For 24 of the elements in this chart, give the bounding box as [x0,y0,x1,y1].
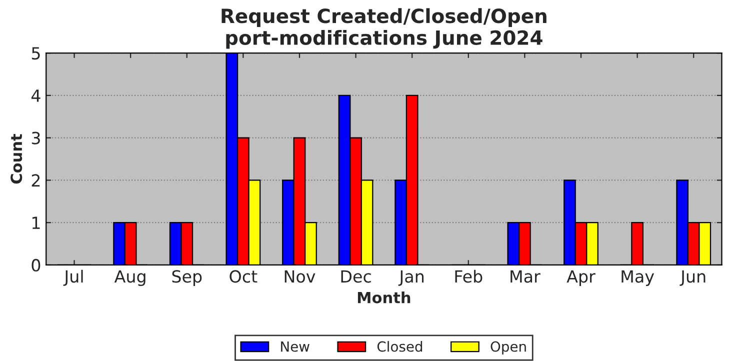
x-tick-label: Dec [341,270,371,283]
y-tick-label: 3 [32,132,40,144]
x-tick-label: Jan [398,270,424,286]
y-tick-label: 2 [32,174,40,187]
x-tick-label: Jun [680,270,706,286]
x-tick-label: Sep [172,270,202,286]
legend-label: New [281,341,310,352]
x-tick-label: Aug [114,270,146,286]
x-tick-label: May [622,270,654,286]
x-tick-label: Mar [510,270,540,283]
x-axis-title: Month [358,292,410,304]
x-tick-label: Apr [566,270,596,286]
x-tick-label: Feb [455,270,482,283]
y-axis-title: Count [10,134,22,184]
y-tick-label: 0 [32,258,40,272]
chart-title: Request Created/Closed/Open port-modifications June 2024 [222,8,546,49]
y-tick-label: 1 [32,216,40,229]
legend-label: Open [490,341,526,354]
x-tick-label: Jul [63,270,83,286]
y-tick-label: 5 [32,47,40,60]
x-tick-label: Nov [284,270,316,283]
y-tick-label: 4 [31,90,40,102]
x-tick-label: Oct [230,270,258,283]
legend-label: Closed [377,341,422,352]
